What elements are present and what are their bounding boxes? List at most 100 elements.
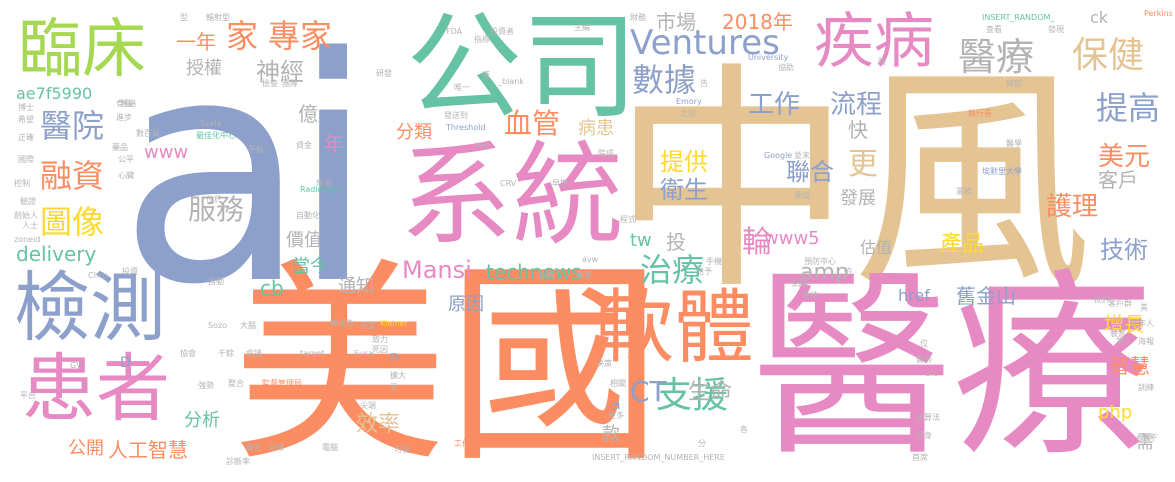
word-usa: 美國 [232, 240, 662, 482]
word-healthcare: 保健 [1072, 35, 1145, 76]
word-radiology: Radiology [300, 185, 340, 194]
word-small-1: 輻射型 [206, 13, 230, 22]
word-small-65: 平板 [248, 145, 264, 154]
word-small-39: 大腦 [240, 321, 256, 330]
word-small-72: 博士 [18, 103, 34, 112]
word-small-22: 自動化 [296, 211, 320, 220]
word-small-83: 檢查 [262, 79, 278, 88]
word-small-97: 美 [1140, 303, 1148, 312]
word-n: n [390, 349, 399, 365]
word-small-2: 投資者 [490, 27, 514, 36]
word-small-58: 程式 [620, 215, 636, 224]
word-cb: cb [260, 276, 284, 300]
word-small-74: 食品 [116, 99, 132, 108]
word-more: 更 [848, 147, 878, 182]
word-small-55: 等待 [802, 291, 818, 300]
word-small-82: 自動 [208, 277, 224, 286]
word-threshold: Threshold [446, 123, 486, 132]
word-scale: Scale [200, 119, 222, 128]
word-joint: 聯合 [786, 158, 834, 186]
word-classify: 分類 [396, 122, 432, 143]
word-small-64: 資金 [296, 141, 312, 150]
word-www5: www5 [764, 228, 820, 249]
word-www: www [144, 142, 189, 163]
word-hundred-million: 億 [298, 102, 318, 126]
word-small-63: 學習 [316, 179, 332, 188]
word-small-73: 希望 [18, 115, 34, 124]
word-delivery: delivery [16, 242, 97, 266]
word-support: 支援 [656, 375, 729, 416]
word-small-67: 藥品 [112, 143, 128, 152]
word-small-69: 驗證 [20, 197, 36, 206]
word-susa: Susa [354, 349, 374, 358]
word-small-25: 首席 [912, 453, 928, 462]
word-small-13: 監督管理局 [262, 379, 302, 388]
word-small-78: 平台 [20, 391, 36, 400]
word-zoneid: zoneid [14, 235, 41, 244]
word-stroke: 中風 [612, 42, 1093, 322]
word-data: 數據 [632, 61, 697, 99]
word-medical: 醫療 [752, 251, 1153, 482]
word-small-81: 醫生 [246, 443, 262, 452]
word-work: 工作 [748, 90, 801, 120]
word-license: 授權 [186, 58, 222, 79]
word-small-76: 公平 [118, 155, 134, 164]
word-insert-random-short: INSERT_RANDOM_ [982, 13, 1055, 22]
word-insert-random: INSERT_RANDOM_NUMBER_HERE [592, 453, 725, 462]
word-small-96: 分 [698, 439, 706, 448]
word-emory: Emory [676, 97, 702, 106]
word-notify: 通知 [338, 276, 374, 297]
word-small-24: 前身 [916, 431, 932, 440]
word-small-60: 院成 [598, 149, 614, 158]
word-small-44: 致力 [372, 335, 388, 344]
word-small-35: 電腦 [322, 443, 338, 452]
word-small-21: 轉化為 [330, 319, 354, 328]
word-small-20: 數百萬 [136, 129, 160, 138]
word-fund: 款 [602, 424, 620, 445]
word-small-57: 手機 [706, 257, 722, 266]
word-small-33: 全球 [268, 443, 284, 452]
word-tw: tw [630, 230, 652, 251]
word-small-36: 尖端 [360, 401, 376, 410]
word-small-71: 正確 [18, 133, 34, 142]
word-small-34: 可疑 [394, 445, 410, 454]
word-life: 生命 [688, 380, 733, 405]
word-crv: CRV [500, 179, 517, 188]
word-financing: 融資 [40, 157, 105, 195]
word-disease: 疾病 [814, 7, 934, 77]
word-target: target [300, 349, 325, 358]
word-process: 流程 [830, 90, 883, 120]
word-ct: CT [630, 375, 667, 408]
word-small-68: 控制 [14, 179, 30, 188]
word-php: php [1098, 402, 1133, 423]
word-system: 系統 [400, 131, 624, 261]
word-small-17: 診斷率 [226, 457, 250, 466]
word-small-5: 發現 [1048, 25, 1064, 34]
word-usd: 美元 [1098, 142, 1151, 172]
word-cause: 原因 [448, 294, 484, 315]
word-small-80: 投資 [122, 267, 138, 276]
word-small-43: 深度 [360, 321, 376, 330]
word-year: 年 [324, 132, 344, 156]
word-small-70: 國際 [18, 155, 34, 164]
word-blank: _blank [498, 77, 524, 86]
word-small-77: 人士 [22, 221, 38, 230]
word-valuation: 估值 [860, 238, 893, 257]
word-small-4: 主編 [574, 23, 590, 32]
word-customer: 客戶 [1098, 168, 1138, 192]
word-small-46: 擴大 [390, 371, 406, 380]
word-ventures: Ventures [630, 23, 780, 63]
word-clinical: 臨床 [18, 13, 146, 87]
word-perkins: Perkins [1144, 9, 1173, 18]
word-analysis: 分析 [184, 410, 220, 431]
word-small-41: 千餘 [218, 349, 234, 358]
word-small-61: 並未 [794, 151, 810, 160]
word-home: 家 [226, 17, 259, 55]
word-small-30: 第三 [1116, 337, 1132, 346]
word-small-48: 決策 [596, 359, 612, 368]
word-improve: 提高 [1096, 89, 1161, 127]
word-small-3: 財務 [630, 13, 646, 22]
word-chris: Chris [88, 271, 109, 280]
word-service: 服務 [188, 193, 245, 226]
word-small-37: 強勢 [198, 381, 214, 390]
